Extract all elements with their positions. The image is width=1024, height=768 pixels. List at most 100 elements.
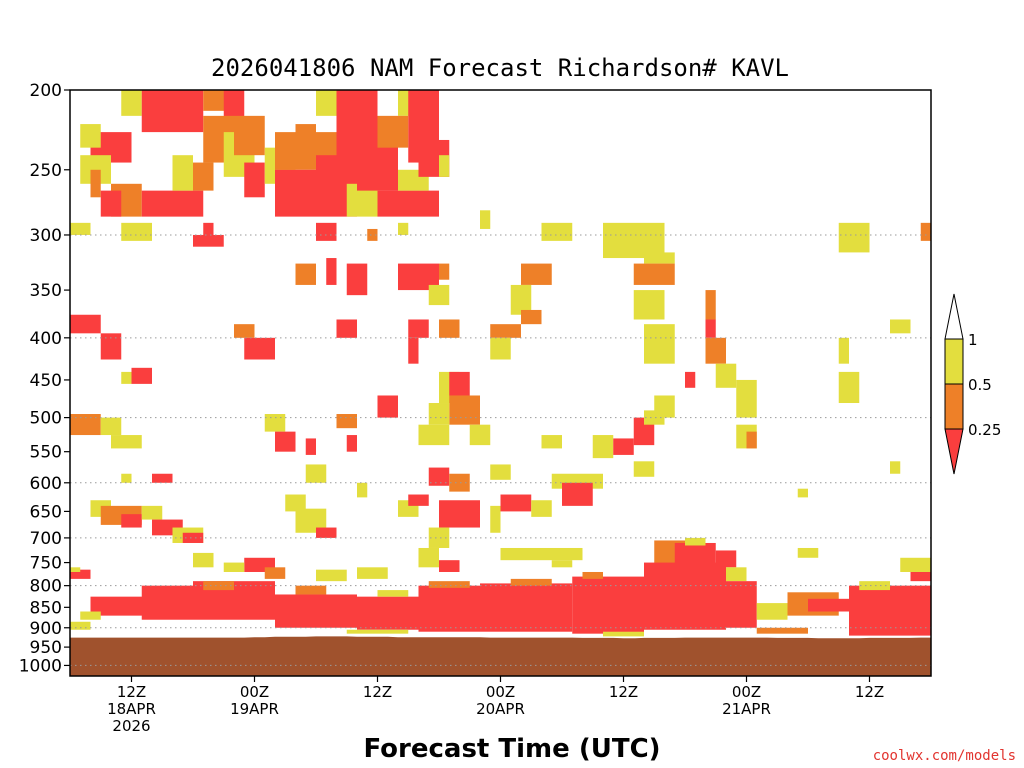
heatmap-cell-15 <box>141 190 204 217</box>
legend-label-2: 0.25 <box>968 421 1001 439</box>
heatmap-cell-124 <box>357 482 368 498</box>
legend-label-0: 1 <box>968 331 978 349</box>
heatmap-cell-67 <box>490 324 521 338</box>
heatmap-cell-64 <box>408 319 429 338</box>
heatmap-cell-37 <box>121 222 152 241</box>
heatmap-cell-97 <box>592 435 614 459</box>
heatmap-cell-134 <box>500 547 583 561</box>
heatmap-cell-28 <box>357 139 398 191</box>
heatmap-cell-126 <box>408 494 429 506</box>
heatmap-cell-63 <box>336 319 357 338</box>
heatmap-cell-174 <box>70 621 91 630</box>
heatmap-cell-47 <box>326 258 337 285</box>
x-tick-label-0-0: 12Z <box>117 683 146 701</box>
heatmap-cell-96 <box>541 435 562 449</box>
heatmap-cell-169 <box>756 603 788 620</box>
heatmap-cell-143 <box>70 567 81 572</box>
x-tick-label-5-1: 21APR <box>722 700 771 718</box>
heatmap-cell-171 <box>808 598 849 612</box>
heatmap-cell-128 <box>490 505 501 533</box>
heatmap-cell-0 <box>121 90 132 116</box>
heatmap-cell-38 <box>316 222 337 241</box>
heatmap-cell-113 <box>890 461 901 474</box>
heatmap-cell-167 <box>644 562 726 630</box>
heatmap-cell-154 <box>141 585 193 620</box>
y-tick-label-550: 550 <box>30 443 62 463</box>
heatmap-cell-176 <box>603 631 644 637</box>
heatmap-cell-158 <box>295 585 327 595</box>
heatmap-cell-60 <box>100 333 122 360</box>
y-tick-label-450: 450 <box>30 371 62 391</box>
heatmap-cell-69 <box>644 324 675 364</box>
heatmap-cell-26 <box>316 155 337 211</box>
heatmap-cell-123 <box>316 527 337 538</box>
heatmap-cell-147 <box>726 567 747 582</box>
heatmap-cell-98 <box>613 438 634 455</box>
heatmap-cell-131 <box>428 527 450 548</box>
heatmap-cell-12 <box>90 169 101 198</box>
heatmap-cell-159 <box>357 596 419 630</box>
heatmap-cell-110 <box>562 482 593 506</box>
y-tick-label-750: 750 <box>30 554 62 574</box>
y-tick-label-350: 350 <box>30 281 62 301</box>
heatmap-cell-117 <box>141 505 163 520</box>
heatmap-cell-121 <box>285 494 306 512</box>
heatmap-cell-168 <box>726 581 757 628</box>
heatmap-cell-73 <box>890 319 911 334</box>
heatmap-cell-103 <box>152 473 173 483</box>
heatmap-cell-51 <box>439 263 450 280</box>
heatmap-cell-71 <box>705 337 726 364</box>
heatmap-cell-55 <box>521 309 542 325</box>
heatmap-cell-35 <box>193 234 224 247</box>
heatmap-cell-152 <box>90 596 152 616</box>
y-axis: 200 250 300 350 400 450 500 550 600 650 700 750 8008… <box>19 81 70 676</box>
heatmap-cell-5 <box>316 90 337 116</box>
heatmap-cell-93 <box>346 435 357 452</box>
x-tick-label-1-0: 00Z <box>240 683 269 701</box>
heatmap-cell-163 <box>480 583 573 632</box>
plot-area <box>69 89 932 677</box>
heatmap-cell-56 <box>633 263 675 285</box>
heatmap-cell-177 <box>756 627 808 634</box>
legend-label-1: 0.5 <box>968 376 992 394</box>
heatmap-cell-17 <box>193 162 214 191</box>
heatmap-cell-61 <box>234 324 255 338</box>
legend-swatch-yellow <box>944 338 964 385</box>
heatmap-cells <box>70 90 931 637</box>
heatmap-cell-80 <box>449 395 480 425</box>
heatmap-cell-34 <box>203 222 214 241</box>
y-tick-label-900: 900 <box>30 619 62 639</box>
x-axis-label: Forecast Time (UTC) <box>363 734 660 764</box>
heatmap-cell-133 <box>439 560 460 572</box>
heatmap-cell-127 <box>439 500 480 528</box>
heatmap-cell-116 <box>121 514 142 528</box>
heatmap-cell-49 <box>295 263 316 285</box>
heatmap-cell-46 <box>920 222 931 241</box>
heatmap-cell-87 <box>100 417 122 436</box>
x-tick-label-6-0: 12Z <box>855 683 884 701</box>
heatmap-cell-132 <box>418 547 439 568</box>
y-tick-label-650: 650 <box>30 502 62 522</box>
y-tick-label-1000: 1000 <box>19 656 62 676</box>
heatmap-cell-52 <box>428 284 450 306</box>
heatmap-cell-85 <box>838 371 860 404</box>
underground-fill <box>70 636 931 676</box>
heatmap-cell-57 <box>633 290 665 320</box>
y-tick-label-300: 300 <box>30 226 62 246</box>
heatmap-cell-79 <box>449 371 470 396</box>
heatmap-cell-81 <box>428 403 450 425</box>
heatmap-cell-29 <box>377 115 409 148</box>
heatmap-cell-62 <box>244 337 275 360</box>
heatmap-cell-107 <box>449 473 470 492</box>
legend-swatch-orange <box>944 383 964 430</box>
heatmap-cell-91 <box>305 438 316 455</box>
heatmap-cell-148 <box>685 537 706 546</box>
heatmap-cell-149 <box>797 547 819 558</box>
heatmap-cell-33 <box>439 155 450 177</box>
heatmap-cell-151 <box>910 571 931 582</box>
heatmap-cell-104 <box>121 473 132 483</box>
heatmap-cell-44 <box>644 252 675 264</box>
x-tick-label-4-0: 12Z <box>609 683 638 701</box>
pressure-gridlines <box>70 234 931 666</box>
